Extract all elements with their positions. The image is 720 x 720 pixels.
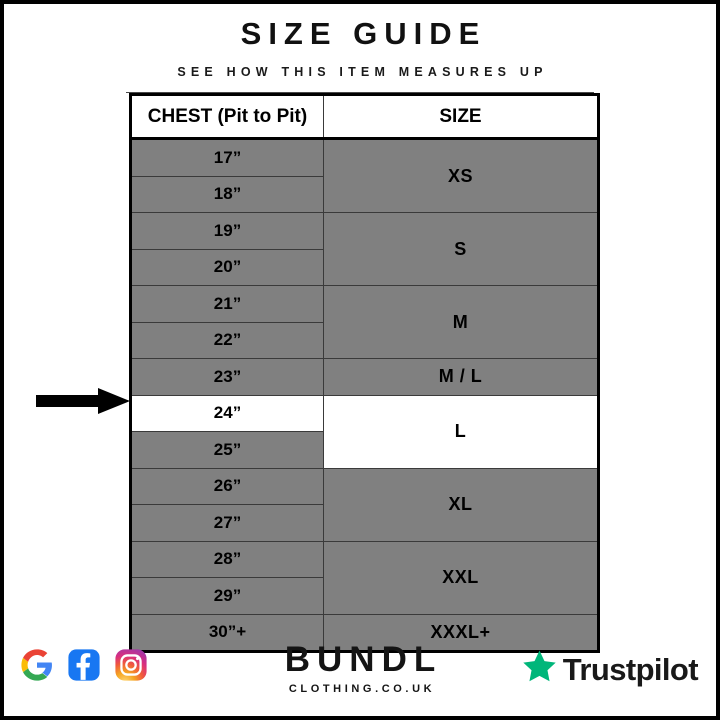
table-row: 27” bbox=[130, 504, 599, 542]
brand-domain: CLOTHING.CO.UK bbox=[288, 683, 436, 695]
table-row: 28” XXL bbox=[130, 540, 599, 615]
chest-cell: 26” bbox=[130, 467, 324, 505]
size-table: CHEST (Pit to Pit) SIZE 17” XS 18” 19” S 20” 2… bbox=[129, 93, 600, 653]
size-cell: S bbox=[323, 212, 599, 286]
social-links bbox=[20, 648, 148, 687]
instagram-icon[interactable] bbox=[114, 648, 148, 687]
size-cell: L bbox=[323, 394, 599, 469]
chest-cell: 27” bbox=[130, 504, 324, 542]
table-row: 30”+ XXXL+ bbox=[130, 613, 599, 652]
column-header-size: SIZE bbox=[323, 94, 599, 140]
table-row: 23” M / L bbox=[130, 358, 599, 396]
footer: BUNDL CLOTHING.CO.UK Trustpilot bbox=[4, 632, 716, 716]
table-row: 19” S bbox=[130, 212, 599, 286]
size-cell: M bbox=[323, 285, 599, 359]
table-row: 25” bbox=[130, 431, 599, 469]
size-cell: XS bbox=[323, 138, 599, 213]
chest-cell: 24” bbox=[130, 394, 324, 432]
size-cell: XXXL+ bbox=[323, 613, 599, 652]
table-row: 26” XL bbox=[130, 467, 599, 542]
table-row: 22” bbox=[130, 321, 599, 359]
page-subtitle: SEE HOW THIS ITEM MEASURES UP bbox=[177, 64, 548, 79]
table-row: 17” XS bbox=[130, 138, 599, 213]
table-header-row: CHEST (Pit to Pit) SIZE bbox=[130, 94, 599, 140]
size-table-container: CHEST (Pit to Pit) SIZE 17” XS 18” 19” S 20” 2… bbox=[129, 93, 600, 653]
google-icon[interactable] bbox=[20, 648, 54, 687]
chest-cell: 22” bbox=[130, 321, 324, 359]
chest-cell: 20” bbox=[130, 248, 324, 286]
table-row: 24” L bbox=[130, 394, 599, 469]
facebook-icon[interactable] bbox=[67, 648, 101, 687]
trustpilot-label: Trustpilot bbox=[562, 651, 699, 687]
chest-cell: 19” bbox=[130, 212, 324, 250]
page-title: SIZE GUIDE bbox=[240, 16, 487, 51]
chest-cell: 29” bbox=[130, 577, 324, 615]
table-body: 17” XS 18” 19” S 20” 21” M 22” 23” M / L 24” L 25” 26”… bbox=[130, 138, 599, 652]
header-divider bbox=[126, 91, 594, 93]
header: SIZE GUIDE SEE HOW THIS ITEM MEASURES UP bbox=[4, 4, 716, 93]
table-row: 18” bbox=[130, 175, 599, 213]
size-cell: XXL bbox=[323, 540, 599, 615]
table-head: CHEST (Pit to Pit) SIZE bbox=[130, 94, 599, 140]
arrow-right-icon bbox=[36, 388, 130, 414]
chest-cell: 25” bbox=[130, 431, 324, 469]
table-row: 29” bbox=[130, 577, 599, 615]
column-header-chest: CHEST (Pit to Pit) bbox=[130, 94, 324, 140]
chest-cell: 30”+ bbox=[130, 613, 324, 652]
table-row: 20” bbox=[130, 248, 599, 286]
chest-cell: 21” bbox=[130, 285, 324, 323]
chest-cell: 17” bbox=[130, 138, 324, 177]
chest-cell: 23” bbox=[130, 358, 324, 396]
size-cell: XL bbox=[323, 467, 599, 542]
brand-name: BUNDL bbox=[284, 640, 443, 679]
table-row: 21” M bbox=[130, 285, 599, 359]
size-cell: M / L bbox=[323, 358, 599, 396]
trustpilot-logo[interactable]: Trustpilot bbox=[521, 648, 699, 690]
brand-logo: BUNDL CLOTHING.CO.UK bbox=[4, 642, 716, 695]
trustpilot-star-icon bbox=[521, 648, 558, 690]
chest-cell: 18” bbox=[130, 175, 324, 213]
chest-cell: 28” bbox=[130, 540, 324, 578]
